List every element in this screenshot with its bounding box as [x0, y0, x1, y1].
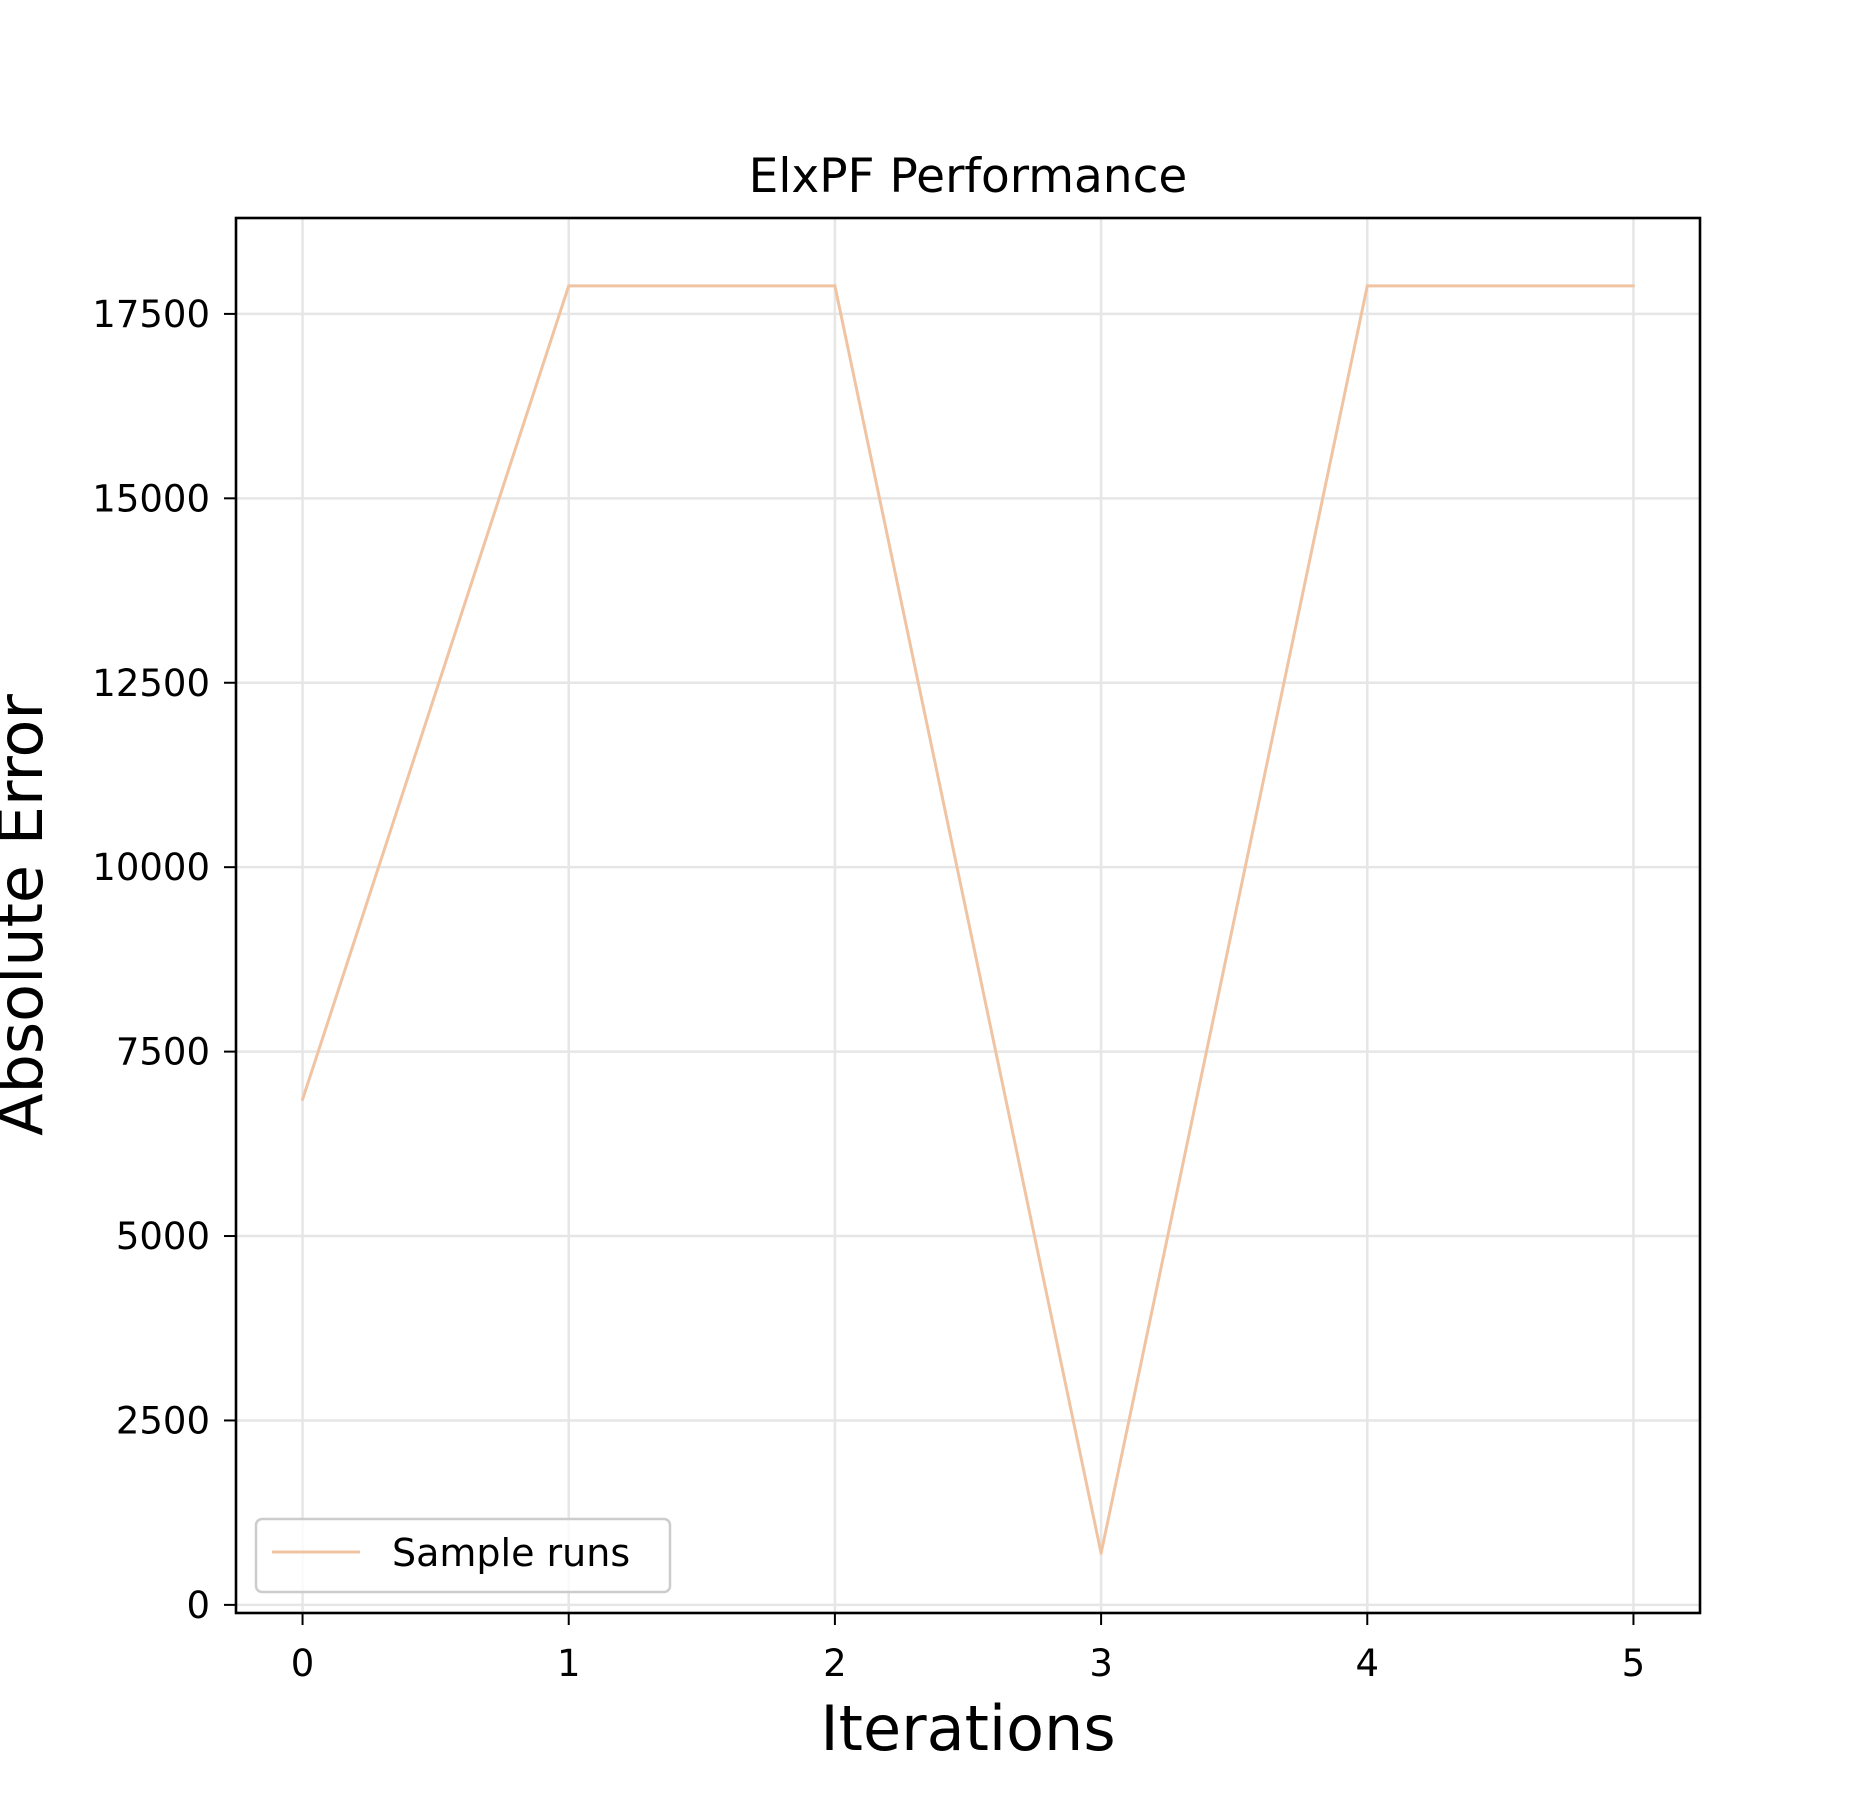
- y-axis-label: Absolute Error: [0, 694, 57, 1136]
- series-layer: [301, 284, 1635, 1555]
- x-tick-label: 2: [823, 1642, 847, 1685]
- x-tick-label: 4: [1355, 1642, 1379, 1685]
- y-tick-label: 5000: [116, 1215, 210, 1258]
- y-tick-label: 10000: [92, 846, 210, 889]
- x-tick-label: 5: [1622, 1642, 1646, 1685]
- data-point: [1365, 284, 1369, 288]
- legend: Sample runs: [254, 1517, 672, 1594]
- y-tick-label: 12500: [92, 662, 210, 705]
- chart-title: ElxPF Performance: [749, 149, 1188, 204]
- data-point: [301, 1098, 305, 1102]
- data-point: [833, 284, 837, 288]
- x-tick-label: 0: [291, 1642, 315, 1685]
- y-tick-label: 0: [186, 1584, 210, 1627]
- legend-label: Sample runs: [392, 1531, 630, 1575]
- y-tick-label: 2500: [116, 1399, 210, 1442]
- data-point: [567, 284, 571, 288]
- x-tick-label: 3: [1089, 1642, 1113, 1685]
- series-line-sample-runs: [301, 284, 1634, 1554]
- data-point: [1099, 1551, 1103, 1555]
- legend-box: [254, 1517, 672, 1594]
- x-tick-label: 1: [557, 1642, 581, 1685]
- grid-layer: [236, 218, 1700, 1613]
- plot-frame: [234, 216, 1702, 1615]
- data-point: [1631, 284, 1635, 288]
- y-tick-label: 15000: [92, 477, 210, 520]
- tick-layer: 0 1 2 3 4 5 0 2500 5000 7500 10000 12500 15000 17500: [92, 293, 1645, 1685]
- y-tick-label: 7500: [116, 1031, 210, 1074]
- y-tick-label: 17500: [92, 293, 210, 336]
- x-axis-label: Iterations: [820, 1692, 1115, 1765]
